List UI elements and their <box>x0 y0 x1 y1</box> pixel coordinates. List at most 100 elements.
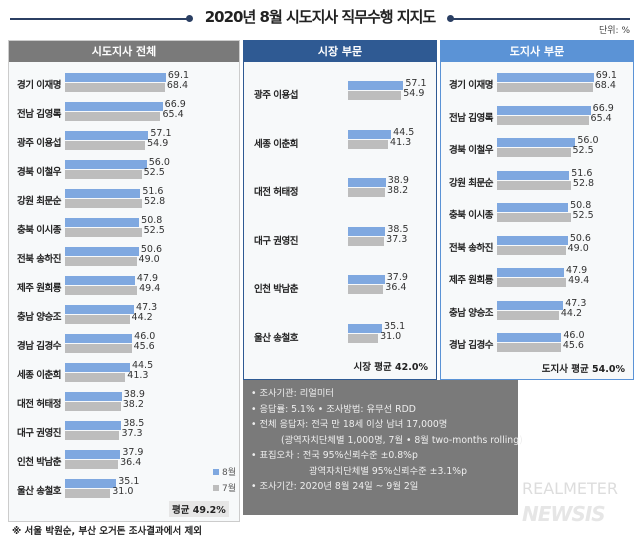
bar-aug <box>65 247 139 256</box>
candidate-name: 전남 김영록 <box>17 109 62 120</box>
candidate-name: 충남 양승조 <box>17 312 62 323</box>
bar-row: 인천 박남춘 37.9 36.4 <box>244 272 436 297</box>
value-label-jul: 45.6 <box>562 340 584 351</box>
bar-aug <box>65 421 122 430</box>
bar-aug <box>348 226 386 236</box>
bar-row: 울산 송철호 35.1 31.0 <box>244 320 436 346</box>
bar-aug <box>65 479 117 488</box>
bar-aug <box>497 105 591 115</box>
bar-jul <box>65 170 142 179</box>
bar-aug <box>497 300 564 310</box>
bar-jul <box>65 286 138 295</box>
bar-aug <box>65 102 163 111</box>
value-label-aug: 47.3 <box>136 302 158 313</box>
value-label-jul: 36.4 <box>120 457 142 468</box>
bar-row: 경남 김경수 46.0 45.6 <box>9 331 239 356</box>
candidate-name: 광주 이용섭 <box>254 90 299 101</box>
value-label-jul: 49.0 <box>567 242 589 254</box>
bar-jul <box>497 180 571 190</box>
bar-row: 충남 양승조 47.3 44.2 <box>441 298 633 323</box>
bar-row: 광주 이용섭 57.1 54.9 <box>9 128 239 153</box>
value-label-jul: 44.2 <box>560 307 583 319</box>
value-label-jul: 37.3 <box>121 428 143 439</box>
bar-row: 전북 송하진 50.6 49.0 <box>441 233 633 258</box>
bar-aug <box>348 275 385 284</box>
candidate-name: 경남 김경수 <box>17 341 62 352</box>
candidate-name: 강원 최문순 <box>449 177 494 189</box>
value-label-aug: 44.5 <box>131 360 154 371</box>
info-line: • 조사기간: 2020년 8월 24일 ~ 9월 2일 <box>251 481 419 492</box>
unit-label: 단위: % <box>598 26 630 36</box>
bar-jul <box>348 285 384 294</box>
candidate-name: 충북 이시종 <box>449 210 494 221</box>
candidate-name: 세종 이춘희 <box>254 138 299 150</box>
value-label-aug: 50.8 <box>570 200 592 211</box>
bar-jul <box>348 333 379 343</box>
candidate-name: 경기 이재명 <box>449 80 494 91</box>
bar-row: 제주 원희룡 47.9 49.4 <box>9 273 239 298</box>
candidate-name: 세종 이춘희 <box>17 370 62 381</box>
bar-row: 울산 송철호 35.1 31.0 <box>9 476 239 501</box>
candidate-name: 대구 권영진 <box>17 428 62 439</box>
bar-aug <box>348 178 386 187</box>
candidate-name: 광주 이용섭 <box>17 138 62 149</box>
value-label-jul: 52.5 <box>143 225 165 236</box>
value-label-aug: 35.1 <box>384 320 406 332</box>
panel-governor: 도지사 부문 도지사 평균 54.0% 경기 이재명 69.1 68.4 전남 김영록… <box>440 40 634 380</box>
bar-row: 경기 이재명 69.1 68.4 <box>9 70 239 95</box>
value-label-aug: 46.0 <box>563 330 585 341</box>
value-label-jul: 41.3 <box>127 370 149 381</box>
bar-row: 강원 최문순 51.6 52.8 <box>9 186 239 211</box>
value-label-jul: 65.4 <box>162 109 184 120</box>
value-label-aug: 69.1 <box>595 70 617 81</box>
bar-jul <box>497 343 561 352</box>
value-label-jul: 31.0 <box>380 330 402 342</box>
bar-row: 경남 김경수 46.0 45.6 <box>441 330 633 355</box>
average-label: 도지사 평균 54.0% <box>541 364 625 375</box>
bar-jul <box>65 431 120 440</box>
bar-row: 인천 박남춘 37.9 36.4 <box>9 447 239 472</box>
candidate-name: 경북 이철우 <box>17 167 62 178</box>
bar-row: 전남 김영록 66.9 65.4 <box>441 103 633 128</box>
value-label-jul: 52.5 <box>143 167 165 178</box>
bar-aug <box>497 333 562 342</box>
bar-aug <box>497 203 569 212</box>
bar-aug <box>497 235 568 245</box>
info-line: • 전체 응답자: 전국 만 18세 이상 남녀 17,000명 <box>251 419 448 430</box>
bar-aug <box>497 170 570 180</box>
value-label-aug: 57.1 <box>150 128 172 139</box>
bar-jul <box>65 83 165 92</box>
value-label-jul: 54.9 <box>147 138 169 149</box>
value-label-jul: 44.2 <box>131 312 153 323</box>
title-line-left <box>10 18 188 20</box>
legend-jul: 7월 <box>213 481 236 497</box>
value-label-aug: 56.0 <box>577 135 599 146</box>
value-label-jul: 52.5 <box>572 145 594 156</box>
title-dot-right <box>447 15 454 22</box>
value-label-aug: 35.1 <box>118 476 140 487</box>
panel-header: 도지사 부문 <box>441 41 633 62</box>
bar-jul <box>497 278 567 287</box>
info-line: • 표집오차 : 전국 95%신뢰수준 ±0.8%p <box>251 450 418 461</box>
title-dot-left <box>186 15 193 22</box>
value-label-jul: 68.4 <box>166 80 189 91</box>
info-line: • 응답률: 5.1% • 조사방법: 유무선 RDD <box>251 403 416 415</box>
value-label-aug: 44.5 <box>393 126 415 138</box>
bar-jul <box>348 139 389 149</box>
bar-jul <box>348 236 385 246</box>
value-label-jul: 36.4 <box>385 282 407 293</box>
bar-aug <box>65 189 141 198</box>
value-label-aug: 57.1 <box>405 78 427 89</box>
panel-header: 시도지사 전체 <box>9 41 239 62</box>
bar-jul <box>65 460 119 469</box>
candidate-name: 대전 허태정 <box>254 187 299 198</box>
value-label-aug: 50.8 <box>141 215 163 226</box>
bar-aug <box>65 305 135 314</box>
bar-jul <box>497 213 571 222</box>
panel-mayor: 시장 부문 시장 평균 42.0% 광주 이용섭 57.1 54.9 세종 이춘희 44… <box>243 40 437 380</box>
value-label-aug: 50.6 <box>140 244 163 255</box>
candidate-name: 인천 박남춘 <box>17 457 62 468</box>
bar-row: 충북 이시종 50.8 52.5 <box>9 215 239 240</box>
footnote: ※ 서울 박원순, 부산 오거돈 조사결과에서 제외 <box>12 526 203 537</box>
bar-jul <box>65 315 130 324</box>
